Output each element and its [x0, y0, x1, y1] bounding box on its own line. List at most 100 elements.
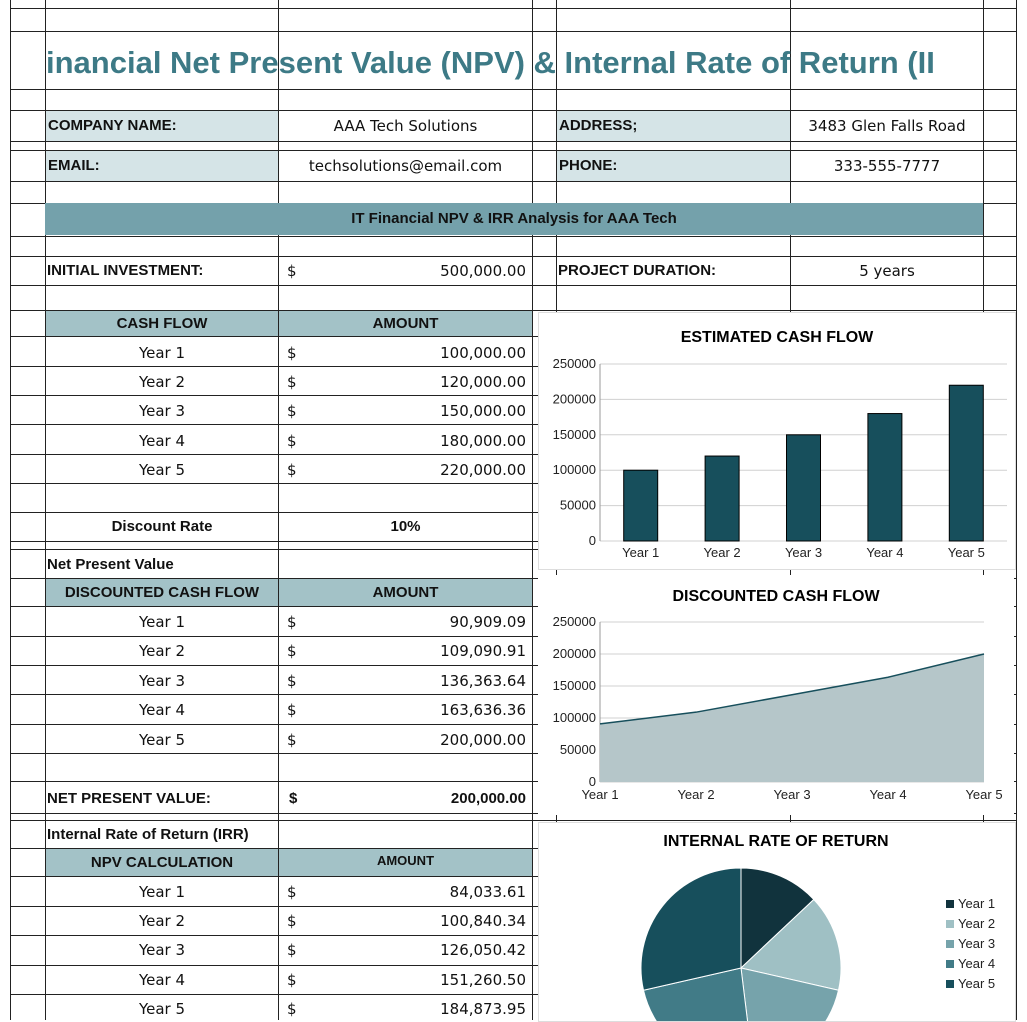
table-row-amount[interactable]: 150,000.00: [440, 402, 526, 420]
legend-label: Year 2: [958, 916, 995, 931]
company-name-label: COMPANY NAME:: [46, 111, 278, 141]
table-row-amount[interactable]: 126,050.42: [440, 941, 526, 959]
cash-flow-header: CASH FLOW: [46, 311, 278, 336]
table-row-amount[interactable]: 151,260.50: [440, 971, 526, 989]
table-row-amount[interactable]: 220,000.00: [440, 461, 526, 479]
table-row-year: Year 5: [138, 731, 186, 749]
legend-label: Year 4: [958, 956, 995, 971]
chart-title: DISCOUNTED CASH FLOW: [672, 588, 880, 605]
pie-slice[interactable]: [642, 967, 754, 1021]
legend-swatch: [946, 960, 954, 968]
analysis-banner: IT Financial NPV & IRR Analysis for AAA …: [45, 203, 983, 235]
table-row-amount[interactable]: 200,000.00: [440, 731, 526, 749]
table-row-amount[interactable]: 184,873.95: [440, 1000, 526, 1018]
x-tick-label: Year 4: [869, 787, 906, 802]
y-tick-label: 250000: [553, 356, 596, 371]
table-row-currency: $: [287, 1000, 297, 1018]
project-duration-value[interactable]: 5 years: [859, 262, 915, 280]
pie-slice[interactable]: [740, 867, 815, 970]
internal-rate-of-return-chart[interactable]: INTERNAL RATE OF RETURN Year 1 Year 2 Year…: [538, 822, 1016, 1022]
table-row-currency: $: [287, 912, 297, 930]
company-name-value[interactable]: AAA Tech Solutions: [333, 117, 478, 135]
table-row-amount[interactable]: 90,909.09: [449, 613, 526, 631]
pie-slice[interactable]: [739, 898, 842, 991]
table-row-year: Year 3: [138, 941, 186, 959]
x-tick-label: Year 3: [773, 787, 810, 802]
address-value[interactable]: 3483 Glen Falls Road: [808, 117, 966, 135]
table-row-year: Year 1: [138, 883, 186, 901]
email-label: EMAIL:: [46, 151, 278, 181]
discounted-amount-header: AMOUNT: [279, 579, 532, 606]
table-row-currency: $: [287, 701, 297, 719]
discounted-cash-flow-chart[interactable]: DISCOUNTED CASH FLOW 0 50000 100000 150000 2…: [538, 575, 1014, 815]
discounted-cash-flow-header: DISCOUNTED CASH FLOW: [46, 579, 278, 606]
table-row-year: Year 4: [138, 701, 186, 719]
legend-swatch: [946, 920, 954, 928]
x-tick-label: Year 3: [785, 545, 822, 560]
pie-slice[interactable]: [640, 867, 742, 991]
y-tick-label: 50000: [560, 742, 596, 757]
table-row-year: Year 2: [138, 373, 186, 391]
discount-rate-value[interactable]: 10%: [390, 518, 421, 535]
table-row-year: Year 1: [138, 613, 186, 631]
table-row-year: Year 3: [138, 402, 186, 420]
table-row-currency: $: [287, 432, 297, 450]
table-row-amount[interactable]: 163,636.36: [440, 701, 526, 719]
estimated-cash-flow-svg: ESTIMATED CASH FLOW 0 50000 100000 150000 20…: [553, 329, 1007, 560]
table-row-currency: $: [287, 731, 297, 749]
discounted-cash-flow-svg: DISCOUNTED CASH FLOW 0 50000 100000 150000 2…: [553, 588, 1003, 802]
x-tick-label: Year 1: [622, 545, 659, 560]
table-row-amount[interactable]: 84,033.61: [449, 883, 526, 901]
table-row-year: Year 3: [138, 672, 186, 690]
bar[interactable]: [786, 434, 821, 542]
email-value[interactable]: techsolutions@email.com: [308, 157, 503, 175]
y-tick-label: 200000: [553, 391, 596, 406]
initial-investment-currency: $: [287, 262, 297, 280]
table-row-year: Year 4: [138, 432, 186, 450]
table-row-year: Year 5: [138, 461, 186, 479]
table-row-currency: $: [287, 461, 297, 479]
legend-label: Year 3: [958, 936, 995, 951]
initial-investment-label: INITIAL INVESTMENT:: [47, 262, 204, 279]
bar[interactable]: [704, 455, 740, 542]
bar[interactable]: [948, 384, 984, 542]
x-tick-label: Year 2: [677, 787, 714, 802]
address-label: ADDRESS;: [557, 111, 790, 141]
table-row-currency: $: [287, 344, 297, 362]
phone-value[interactable]: 333-555-7777: [833, 157, 941, 175]
area-line[interactable]: [599, 653, 985, 725]
table-row-amount[interactable]: 136,363.64: [440, 672, 526, 690]
net-present-value-currency: $: [289, 790, 298, 807]
x-tick-label: Year 5: [948, 545, 985, 560]
bar[interactable]: [867, 413, 903, 542]
table-row-year: Year 5: [138, 1000, 186, 1018]
table-row-amount[interactable]: 100,840.34: [440, 912, 526, 930]
table-row-currency: $: [287, 971, 297, 989]
table-row-currency: $: [287, 672, 297, 690]
table-row-currency: $: [287, 883, 297, 901]
table-row-amount[interactable]: 180,000.00: [440, 432, 526, 450]
net-present-value[interactable]: 200,000.00: [450, 790, 526, 807]
project-duration-label: PROJECT DURATION:: [558, 262, 717, 279]
net-present-value-label: NET PRESENT VALUE:: [47, 790, 211, 807]
legend-label: Year 1: [958, 896, 995, 911]
table-row-currency: $: [287, 402, 297, 420]
area-fill: [600, 654, 984, 782]
table-row-amount[interactable]: 120,000.00: [440, 373, 526, 391]
legend-swatch: [946, 900, 954, 908]
pie-slice[interactable]: [740, 967, 840, 1021]
table-row-year: Year 4: [138, 971, 186, 989]
y-tick-label: 0: [589, 533, 596, 548]
table-row-amount[interactable]: 100,000.00: [440, 344, 526, 362]
bar[interactable]: [623, 469, 659, 542]
y-tick-label: 0: [589, 774, 596, 789]
estimated-cash-flow-chart[interactable]: ESTIMATED CASH FLOW 0 50000 100000 150000 20…: [538, 312, 1016, 570]
npv-calculation-amount-header: AMOUNT: [279, 849, 532, 876]
initial-investment-value[interactable]: 500,000.00: [440, 262, 526, 280]
y-tick-label: 100000: [553, 462, 596, 477]
x-tick-label: Year 5: [965, 787, 1002, 802]
table-row-currency: $: [287, 642, 297, 660]
y-tick-label: 200000: [553, 646, 596, 661]
table-row-amount[interactable]: 109,090.91: [440, 642, 526, 660]
chart-title: INTERNAL RATE OF RETURN: [663, 833, 888, 850]
